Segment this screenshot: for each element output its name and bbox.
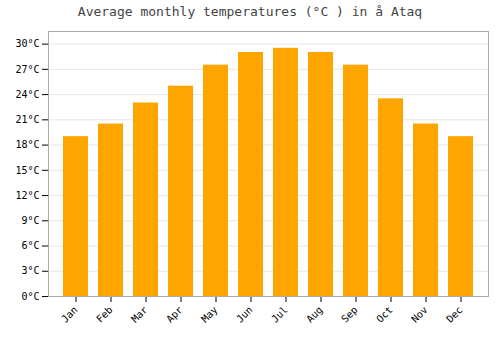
svg-text:21°C: 21°C	[15, 114, 39, 125]
svg-text:0°C: 0°C	[21, 291, 39, 302]
svg-text:Oct: Oct	[374, 304, 395, 325]
svg-text:Nov: Nov	[409, 304, 430, 325]
svg-text:15°C: 15°C	[15, 165, 39, 176]
svg-text:Feb: Feb	[94, 304, 115, 325]
svg-text:27°C: 27°C	[15, 64, 39, 75]
svg-text:Dec: Dec	[444, 304, 465, 325]
svg-text:12°C: 12°C	[15, 190, 39, 201]
svg-text:6°C: 6°C	[21, 240, 39, 251]
svg-text:24°C: 24°C	[15, 89, 39, 100]
svg-text:May: May	[199, 304, 220, 325]
svg-text:Jul: Jul	[269, 304, 290, 325]
svg-text:30°C: 30°C	[15, 38, 39, 49]
svg-text:Apr: Apr	[164, 304, 185, 325]
svg-text:Jun: Jun	[234, 304, 255, 325]
svg-text:18°C: 18°C	[15, 139, 39, 150]
svg-text:Mar: Mar	[129, 304, 150, 325]
svg-text:9°C: 9°C	[21, 215, 39, 226]
svg-text:Aug: Aug	[304, 304, 325, 325]
svg-text:Sep: Sep	[339, 304, 360, 325]
html-text:Average monthly temperatures (: Average monthly temperatures (°C ) in å …	[77, 4, 423, 19]
svg-text:Jan: Jan	[59, 304, 80, 325]
svg-text:3°C: 3°C	[21, 265, 39, 276]
